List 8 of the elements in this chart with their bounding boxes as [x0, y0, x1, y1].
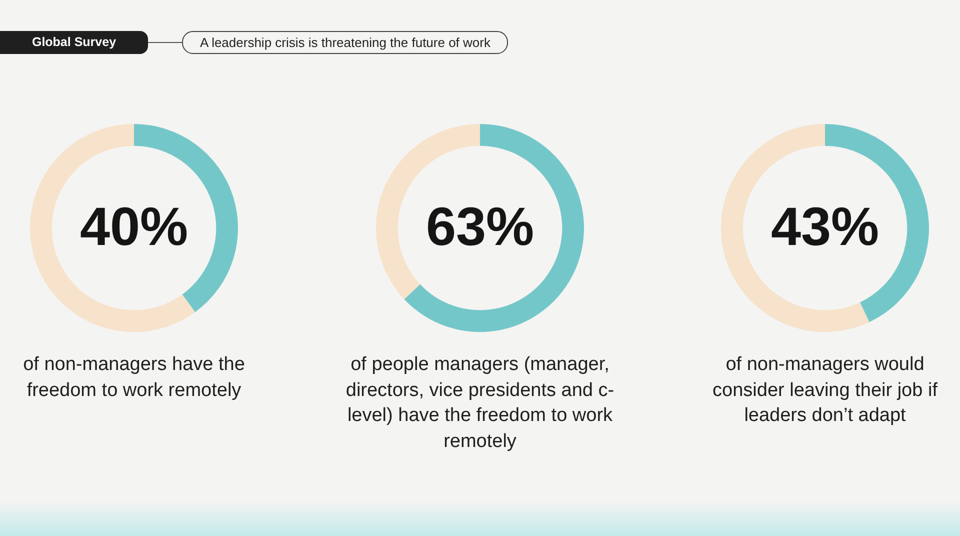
text: of non-managers have the freedom to work remotely	[22, 353, 246, 402]
data-label: 63%	[426, 196, 534, 257]
data-label: 43%	[770, 196, 880, 257]
text: A leadership crisis is threatening the future of work	[182, 31, 508, 54]
chart-title: Global Survey	[0, 31, 148, 54]
text: of people managers (manager, directors, vice presidents and c-level) have the freedom to work remotely	[344, 353, 616, 454]
data-label: 40%	[80, 196, 188, 257]
text: of non-managers would consider leaving their job if leaders don’t adapt	[712, 353, 938, 428]
